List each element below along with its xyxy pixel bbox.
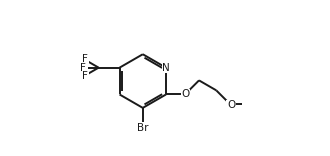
Text: F: F [82,54,88,64]
Text: F: F [82,71,88,81]
Text: N: N [162,63,170,73]
Text: O: O [227,100,235,110]
Text: F: F [80,63,85,73]
Text: O: O [182,90,190,100]
Text: Br: Br [137,123,148,133]
